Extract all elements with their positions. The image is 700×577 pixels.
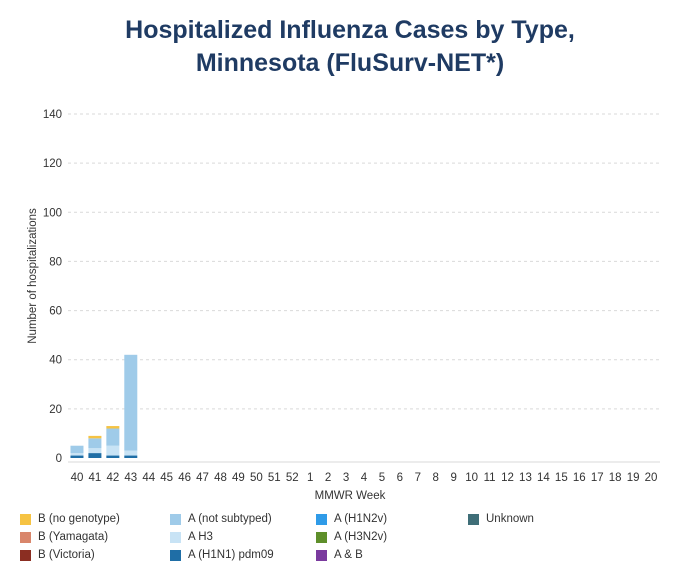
y-tick-label: 0 — [56, 453, 62, 465]
x-tick-label: 18 — [609, 472, 622, 484]
x-tick-label: 42 — [106, 472, 119, 484]
legend-swatch — [170, 549, 181, 561]
x-tick-label: 2 — [325, 472, 331, 484]
bar-segment — [124, 455, 138, 458]
y-tick-label: 20 — [49, 404, 62, 416]
y-tick-label: 100 — [43, 207, 62, 219]
legend-item: B (Victoria) — [20, 549, 95, 561]
legend-item: A & B — [316, 549, 363, 561]
x-axis-label: MMWR Week — [315, 490, 386, 502]
legend-item: A H3 — [170, 531, 213, 543]
bar-segment — [88, 438, 102, 449]
x-tick-label: 44 — [142, 472, 155, 484]
x-tick-label: 8 — [433, 472, 439, 484]
bar-segment — [124, 450, 138, 456]
x-tick-label: 11 — [484, 472, 496, 484]
chart-title: Hospitalized Influenza Cases by Type, Mi… — [0, 14, 700, 80]
legend-swatch — [170, 513, 181, 525]
legend-label: A (not subtyped) — [188, 513, 272, 525]
x-tick-label: 46 — [178, 472, 191, 484]
x-tick-label: 40 — [71, 472, 84, 484]
legend-swatch — [20, 549, 31, 561]
bar-segment — [106, 426, 120, 429]
bars — [70, 354, 138, 458]
legend-label: Unknown — [486, 513, 534, 525]
legend-label: B (no genotype) — [38, 513, 120, 525]
x-tick-label: 17 — [591, 472, 604, 484]
x-tick-label: 5 — [379, 472, 385, 484]
x-tick-label: 1 — [307, 472, 313, 484]
y-axis-label: Number of hospitalizations — [27, 208, 39, 344]
bar-segment — [124, 354, 138, 451]
bar-segment — [106, 445, 120, 456]
legend-label: A (H3N2v) — [334, 531, 388, 543]
y-tick-label: 40 — [49, 355, 62, 367]
y-axis-ticks: 0 20 40 60 80 100 120 140 — [43, 109, 62, 465]
x-tick-label: 15 — [555, 472, 568, 484]
legend-item: A (H3N2v) — [316, 531, 387, 543]
x-tick-label: 48 — [214, 472, 227, 484]
chart-title-line-2: Minnesota (FluSurv-NET*) — [195, 49, 505, 77]
legend-label: B (Yamagata) — [38, 531, 109, 543]
x-tick-label: 51 — [268, 472, 281, 484]
bar-segment — [88, 448, 102, 454]
x-tick-label: 4 — [361, 472, 368, 484]
legend-item: B (no genotype) — [20, 513, 120, 525]
bar-segment — [106, 455, 120, 458]
chart-title-line-1: Hospitalized Influenza Cases by Type, — [125, 16, 575, 44]
legend-label: A (H1N1) pdm09 — [188, 549, 274, 561]
x-tick-label: 49 — [232, 472, 245, 484]
x-tick-label: 20 — [645, 472, 658, 484]
bar-segment — [88, 453, 102, 458]
bar-segment — [70, 445, 84, 454]
y-tick-label: 60 — [49, 306, 62, 318]
x-tick-label: 52 — [286, 472, 299, 484]
bar-segment — [88, 435, 102, 439]
legend-label: A & B — [334, 549, 363, 561]
x-tick-label: 13 — [519, 472, 532, 484]
y-tick-label: 140 — [43, 109, 62, 121]
legend-label: A H3 — [188, 531, 213, 543]
legend-item: B (Yamagata) — [20, 531, 108, 543]
bar-segment — [70, 453, 84, 456]
x-tick-label: 47 — [196, 472, 209, 484]
x-tick-label: 3 — [343, 472, 349, 484]
x-tick-label: 14 — [537, 472, 550, 484]
x-tick-label: 16 — [573, 472, 586, 484]
legend-swatch — [20, 531, 31, 543]
legend-label: A (H1N2v) — [334, 513, 388, 525]
x-tick-label: 7 — [415, 472, 421, 484]
y-tick-label: 80 — [49, 256, 62, 268]
legend-swatch — [316, 549, 327, 561]
legend-swatch — [20, 513, 31, 525]
legend-label: B (Victoria) — [38, 549, 95, 561]
gridlines — [68, 113, 660, 463]
x-tick-label: 19 — [627, 472, 640, 484]
x-tick-label: 9 — [450, 472, 456, 484]
legend: B (no genotype) B (Yamagata) B (Victoria) A… — [20, 513, 680, 573]
x-tick-label: 45 — [160, 472, 173, 484]
x-tick-label: 50 — [250, 472, 263, 484]
x-tick-label: 43 — [124, 472, 137, 484]
y-tick-label: 120 — [43, 158, 62, 170]
x-tick-label: 10 — [465, 472, 478, 484]
legend-swatch — [316, 513, 327, 525]
x-tick-label: 12 — [501, 472, 514, 484]
x-tick-label: 41 — [89, 472, 102, 484]
legend-swatch — [170, 531, 181, 543]
bar-segment — [106, 428, 120, 446]
legend-item: A (H1N2v) — [316, 513, 387, 525]
legend-swatch — [468, 513, 479, 525]
x-tick-label: 6 — [397, 472, 403, 484]
bar-segment — [70, 455, 84, 458]
legend-item: A (H1N1) pdm09 — [170, 549, 274, 561]
legend-item: Unknown — [468, 513, 534, 525]
x-axis-ticks: 40 41 42 43 44 45 46 47 48 49 50 51 52 1 2 3 4 5 6 7 8 9 10 11 1… — [71, 472, 658, 484]
legend-swatch — [316, 531, 327, 543]
legend-item: A (not subtyped) — [170, 513, 272, 525]
